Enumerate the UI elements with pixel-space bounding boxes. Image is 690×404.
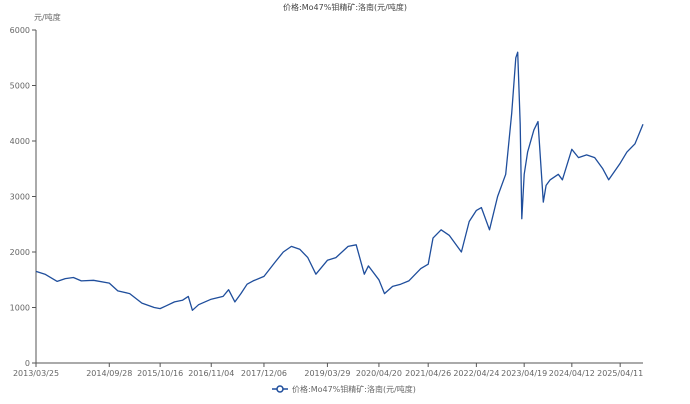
- y-tick-label: 5000: [10, 82, 30, 91]
- chart-title: 价格:Mo47%钼精矿:洛南(元/吨度): [283, 2, 407, 12]
- series-line[interactable]: [35, 51, 644, 311]
- y-tick-label: 3000: [10, 193, 30, 202]
- x-tick-label: 2019/03/29: [304, 369, 350, 378]
- x-tick-label: 2020/04/20: [356, 369, 402, 378]
- x-axis: 2013/03/25 2014/09/28 2015/10/16 2016/11/04…: [13, 362, 643, 378]
- x-tick-label: 2025/04/11: [597, 369, 643, 378]
- x-tick-label: 2024/04/12: [549, 369, 595, 378]
- legend[interactable]: 价格:Mo47%钼精矿:洛南(元/吨度): [272, 384, 416, 394]
- y-tick-label: 4000: [10, 137, 30, 146]
- x-tick-label: 2022/04/24: [453, 369, 499, 378]
- legend-circle-icon: [276, 385, 284, 393]
- y-tick-label: 1000: [10, 304, 30, 313]
- x-tick-label: 2014/09/28: [86, 369, 132, 378]
- x-tick-label: 2017/12/06: [241, 369, 287, 378]
- x-tick-label: 2023/04/19: [501, 369, 547, 378]
- x-tick-label: 2013/03/25: [13, 369, 59, 378]
- y-axis-label: 元/吨度: [34, 12, 61, 22]
- x-tick-label: 2016/11/04: [188, 369, 234, 378]
- y-tick-label: 2000: [10, 248, 30, 257]
- x-tick-label: 2021/04/26: [405, 369, 451, 378]
- x-tick-label: 2015/10/16: [137, 369, 183, 378]
- y-tick-label: 0: [25, 359, 30, 368]
- legend-label: 价格:Mo47%钼精矿:洛南(元/吨度): [292, 384, 416, 394]
- y-tick-label: 6000: [10, 26, 30, 35]
- y-axis: 0 1000 2000 3000 4000 5000 6000: [10, 26, 37, 368]
